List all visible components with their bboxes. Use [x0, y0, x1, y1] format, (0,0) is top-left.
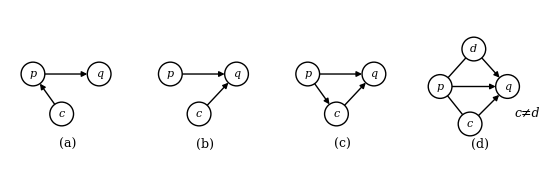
Text: q: q [233, 69, 240, 79]
Ellipse shape [158, 62, 182, 86]
Ellipse shape [225, 62, 248, 86]
Ellipse shape [21, 62, 45, 86]
Ellipse shape [87, 62, 111, 86]
Ellipse shape [187, 102, 211, 126]
Text: (b): (b) [196, 138, 214, 151]
Text: (a): (a) [59, 138, 77, 151]
Text: c: c [467, 119, 473, 129]
Text: p: p [437, 82, 444, 91]
Ellipse shape [462, 37, 486, 61]
Text: p: p [30, 69, 37, 79]
Text: q: q [370, 69, 378, 79]
Text: p: p [167, 69, 174, 79]
Text: d: d [470, 44, 477, 54]
Text: (d): (d) [471, 138, 489, 151]
Text: c: c [59, 109, 65, 119]
Text: c≠d: c≠d [515, 108, 540, 121]
Ellipse shape [50, 102, 73, 126]
Ellipse shape [324, 102, 349, 126]
Ellipse shape [458, 112, 482, 136]
Ellipse shape [362, 62, 386, 86]
Text: c: c [196, 109, 202, 119]
Ellipse shape [296, 62, 319, 86]
Text: c: c [333, 109, 340, 119]
Text: p: p [304, 69, 311, 79]
Text: q: q [95, 69, 102, 79]
Ellipse shape [428, 75, 452, 98]
Text: (c): (c) [334, 138, 351, 151]
Ellipse shape [496, 75, 520, 98]
Text: q: q [504, 82, 511, 91]
